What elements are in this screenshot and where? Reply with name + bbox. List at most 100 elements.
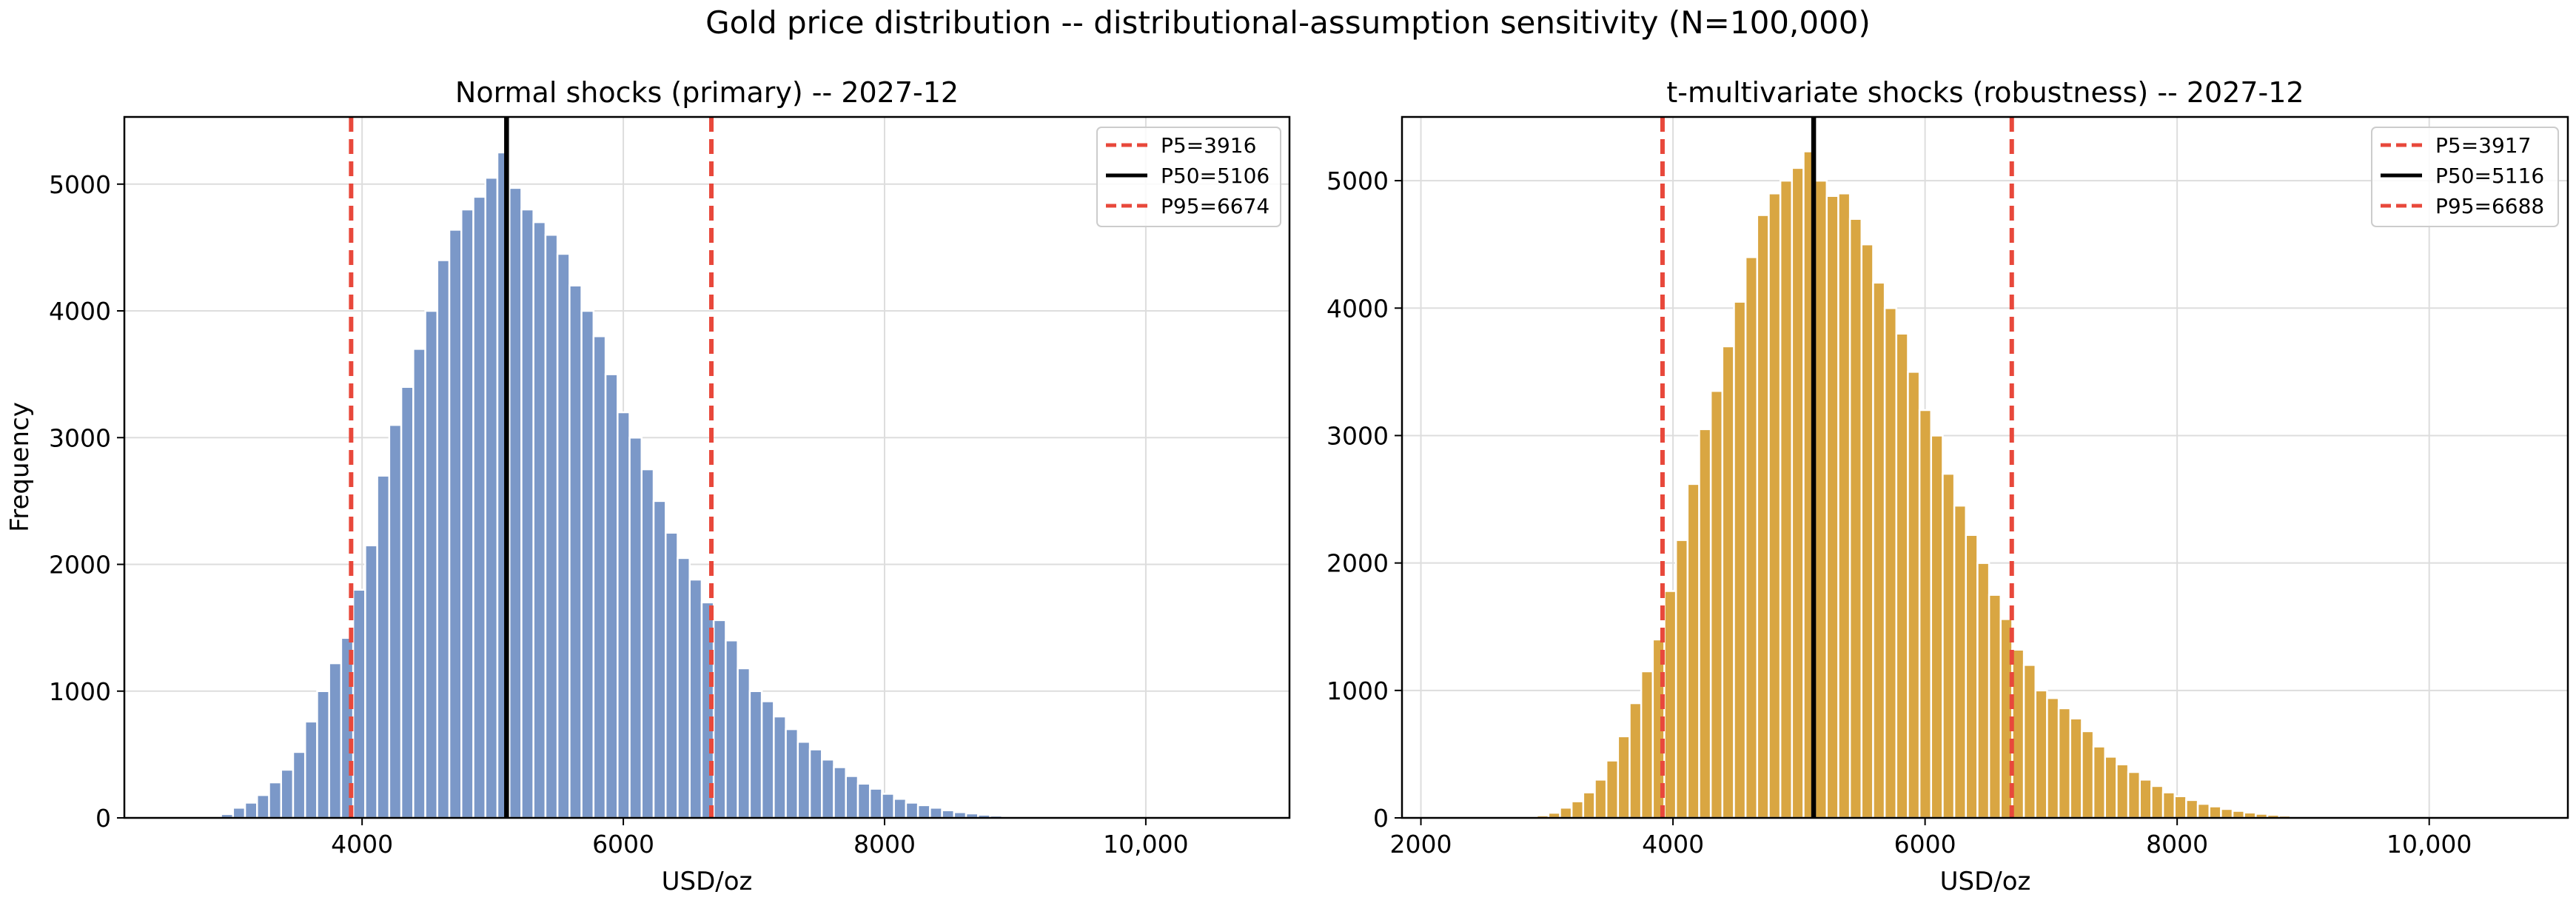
histogram-bar: [1768, 192, 1782, 819]
histogram-bar: [2208, 805, 2222, 819]
histogram-bars: [1535, 150, 2349, 819]
legend-label-p5: P5=3916: [1161, 133, 1256, 158]
histogram-bar: [1698, 428, 1712, 819]
histogram-bar: [2104, 756, 2118, 819]
histogram-bar: [436, 259, 451, 819]
histogram-bar: [376, 474, 391, 819]
histogram-bar: [677, 557, 691, 819]
histogram-bar: [2139, 779, 2153, 819]
histogram-bar: [412, 348, 426, 819]
histogram-bar: [796, 741, 811, 819]
histogram-bar: [400, 386, 415, 819]
histogram-bar: [388, 423, 403, 819]
legend-label-p95: P95=6688: [2435, 194, 2544, 218]
histogram-bar: [2034, 689, 2048, 819]
x-tick-label: 10,000: [2387, 830, 2472, 859]
legend: P5=3916 P50=5106 P95=6674: [1096, 127, 1281, 227]
histogram-bar: [1791, 167, 1805, 819]
histogram-bar: [1942, 472, 1956, 819]
histogram-bar: [1663, 590, 1677, 819]
histogram-bar: [256, 793, 270, 819]
x-ticks: 2000 4000 6000 8000 10,000: [1390, 818, 2472, 859]
legend-label-p5: P5=3917: [2435, 133, 2531, 158]
histogram-bar: [2011, 648, 2025, 819]
x-tick-label: 2000: [1390, 830, 1452, 859]
histogram-bar: [1837, 192, 1851, 819]
histogram-bar: [2196, 802, 2211, 819]
histogram-bar: [244, 802, 258, 819]
percentile-lines: [1660, 117, 2014, 818]
y-tick-label: 0: [1373, 804, 1389, 833]
histogram-bar: [748, 690, 763, 819]
histogram-bar: [1872, 281, 1886, 819]
histogram-bar: [725, 640, 739, 819]
histogram-bar: [1953, 504, 1968, 819]
histogram-bar: [1617, 735, 1631, 819]
x-tick-label: 6000: [592, 830, 654, 859]
y-tick-label: 5000: [49, 170, 111, 199]
histogram-bar: [520, 208, 534, 819]
histogram-bar: [568, 284, 583, 819]
histogram-bar: [1814, 179, 1828, 819]
histogram-bar: [352, 588, 366, 819]
histogram-bar: [617, 411, 631, 819]
plot-frame: [1401, 115, 2569, 819]
histogram-bar: [1860, 243, 1874, 819]
histogram-bar: [856, 782, 871, 819]
histogram-bar: [652, 500, 667, 819]
histogram-bar: [1686, 483, 1700, 819]
histogram-bar: [1629, 702, 1643, 819]
histogram-bar: [845, 775, 859, 819]
histogram-bar: [1883, 307, 1898, 819]
histogram-bar: [868, 788, 883, 819]
histogram-bar: [916, 804, 931, 819]
histogram-bar: [881, 793, 895, 819]
panel-title: t-multivariate shocks (robustness) -- 20…: [1666, 76, 2304, 109]
plot-frame: [123, 115, 1291, 819]
x-tick-label: 8000: [853, 830, 916, 859]
histogram-bar: [1721, 345, 1735, 819]
histogram-bar: [664, 531, 679, 819]
histogram-bar: [2069, 717, 2083, 819]
histogram-bar: [941, 809, 956, 819]
histogram-bar: [580, 309, 595, 819]
x-axis-label: USD/oz: [1940, 867, 2031, 896]
x-ticks: 4000 6000 8000 10,000: [331, 818, 1189, 859]
y-tick-label: 1000: [49, 677, 111, 706]
y-tick-label: 4000: [1326, 294, 1389, 323]
histogram-bar: [1895, 332, 1909, 819]
histogram-bar: [1930, 434, 1944, 819]
histogram-bar: [2150, 785, 2164, 819]
y-tick-label: 2000: [1326, 549, 1389, 578]
histogram-bar: [821, 758, 835, 819]
histogram-bar: [2127, 771, 2141, 819]
legend-box: [2371, 127, 2559, 227]
y-tick-label: 3000: [1326, 421, 1389, 450]
histogram-bar: [712, 619, 727, 819]
histogram-bar: [460, 208, 474, 819]
histogram-bar: [893, 798, 908, 819]
histogram-bar: [833, 766, 848, 819]
y-tick-label: 1000: [1326, 677, 1389, 705]
histogram-bar: [1594, 779, 1608, 819]
histogram-bar: [544, 234, 559, 819]
panel-t-multivariate-shocks: t-multivariate shocks (robustness) -- 20…: [1326, 76, 2569, 896]
histogram-bar: [785, 728, 799, 819]
legend-label-p95: P95=6674: [1161, 194, 1269, 218]
legend-label-p50: P50=5116: [2435, 164, 2544, 188]
histogram-bar: [1605, 759, 1620, 819]
histogram-bar: [2022, 664, 2037, 819]
histogram-bar: [280, 768, 295, 819]
legend-label-p50: P50=5106: [1161, 164, 1269, 188]
histogram-bar: [232, 807, 246, 819]
histogram-bars: [220, 151, 1064, 819]
histogram-bar: [1907, 371, 1921, 819]
histogram-bar: [2220, 808, 2234, 819]
histogram-bar: [2185, 799, 2199, 819]
histogram-bar: [2231, 810, 2245, 819]
y-tick-label: 2000: [49, 551, 111, 580]
figure-suptitle: Gold price distribution -- distributiona…: [705, 4, 1871, 41]
histogram-bar: [1976, 562, 1990, 819]
x-tick-label: 8000: [2146, 830, 2208, 859]
